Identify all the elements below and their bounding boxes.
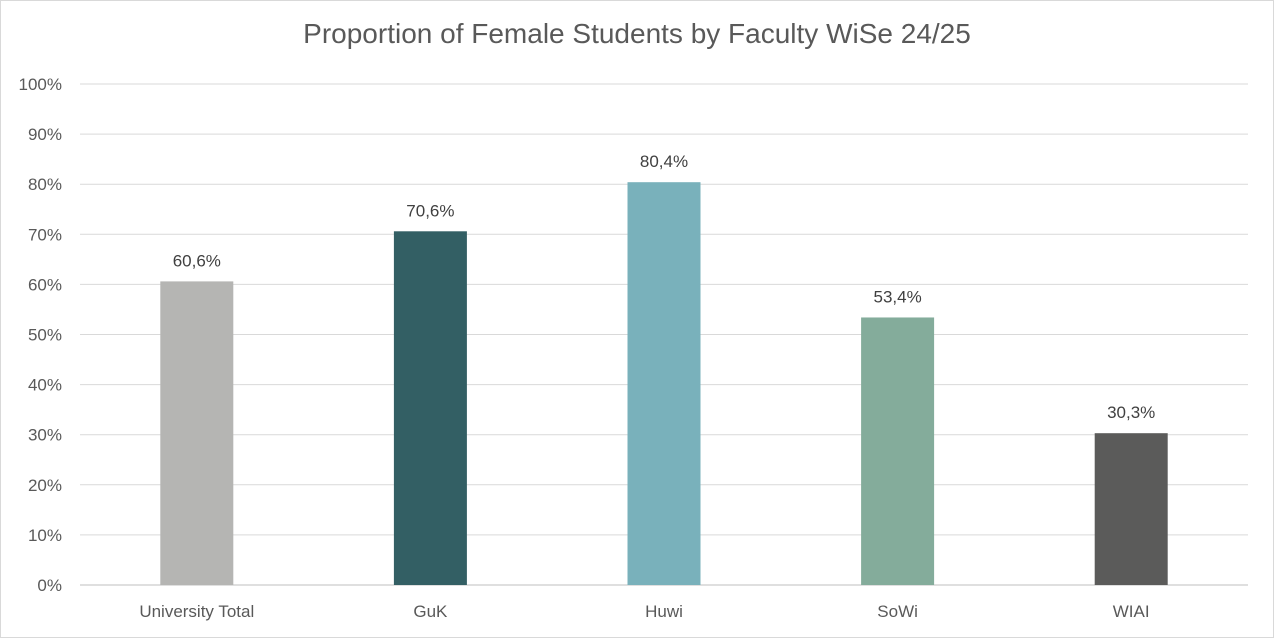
x-axis-categories: University Total GuK Huwi SoWi WIAI — [139, 602, 1149, 621]
data-label: 70,6% — [406, 201, 454, 220]
bar — [1094, 433, 1168, 585]
data-label: 53,4% — [873, 287, 921, 306]
bar — [627, 182, 701, 586]
data-label: 60,6% — [173, 251, 221, 270]
y-tick-label: 100% — [19, 75, 62, 94]
data-label: 80,4% — [640, 152, 688, 171]
x-category-label: WIAI — [1113, 602, 1150, 621]
bar — [861, 317, 935, 585]
data-labels: 60,6% 70,6% 80,4% 53,4% 30,3% — [173, 152, 1156, 422]
y-tick-label: 40% — [28, 376, 62, 395]
y-tick-label: 10% — [28, 526, 62, 545]
y-tick-label: 60% — [28, 275, 62, 294]
x-category-label: SoWi — [877, 602, 918, 621]
y-tick-label: 90% — [28, 125, 62, 144]
x-category-label: University Total — [139, 602, 254, 621]
x-category-label: GuK — [413, 602, 448, 621]
bars — [160, 182, 1168, 586]
x-category-label: Huwi — [645, 602, 683, 621]
bar — [393, 231, 467, 585]
y-axis-ticks: 0% 10% 20% 30% 40% 50% 60% 70% 80% 90% 100% — [19, 75, 62, 595]
y-tick-label: 80% — [28, 175, 62, 194]
chart-title: Proportion of Female Students by Faculty… — [303, 18, 971, 49]
y-tick-label: 70% — [28, 225, 62, 244]
y-tick-label: 30% — [28, 426, 62, 445]
y-tick-label: 20% — [28, 476, 62, 495]
bar — [160, 281, 234, 585]
data-label: 30,3% — [1107, 403, 1155, 422]
y-tick-label: 0% — [37, 576, 62, 595]
y-tick-label: 50% — [28, 326, 62, 345]
